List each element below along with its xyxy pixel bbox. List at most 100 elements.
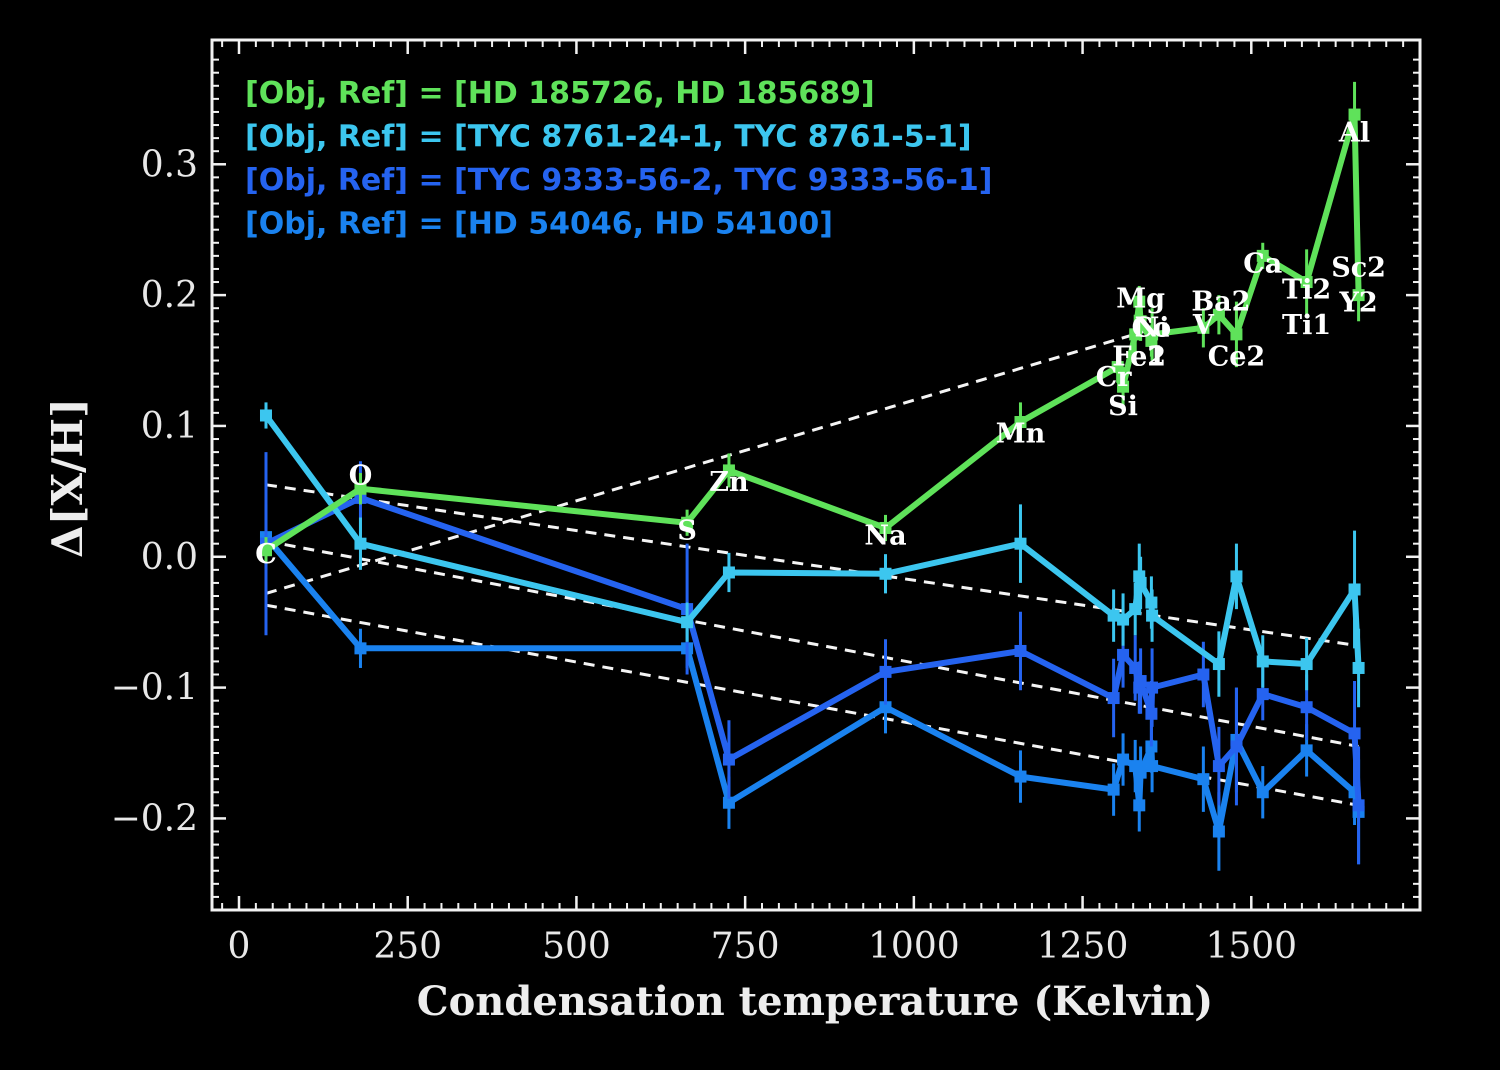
legend-entry: [Obj, Ref] = [TYC 8761-24-1, TYC 8761-5-… (245, 120, 972, 155)
data-point (1107, 609, 1120, 622)
element-label: Si (1108, 391, 1138, 422)
data-point (722, 796, 735, 809)
data-point (1352, 289, 1365, 302)
data-point (1300, 744, 1313, 757)
element-label: Ba2 (1191, 286, 1250, 317)
data-point (259, 544, 272, 557)
data-point (1197, 668, 1210, 681)
data-point (722, 566, 735, 579)
element-label: Ca (1243, 248, 1282, 279)
data-series (259, 81, 1365, 871)
trend-line (265, 603, 1359, 807)
data-point (1300, 658, 1313, 671)
data-point (1146, 609, 1159, 622)
trend-line (265, 539, 1359, 748)
data-point (879, 701, 892, 714)
data-point (1300, 276, 1313, 289)
data-point (879, 567, 892, 580)
data-point (1230, 328, 1243, 341)
data-point (1014, 644, 1027, 657)
data-point (1256, 249, 1269, 262)
series-1 (259, 81, 1365, 564)
element-label: Co (1132, 313, 1172, 344)
legend-entry: [Obj, Ref] = [HD 185726, HD 185689] (245, 76, 875, 111)
data-point (1133, 799, 1146, 812)
data-point (1256, 688, 1269, 701)
data-point (1230, 740, 1243, 753)
data-point (1146, 760, 1159, 773)
data-point (1300, 701, 1313, 714)
x-tick-label: 1250 (1037, 926, 1129, 967)
data-point (1134, 766, 1147, 779)
trend-line (265, 483, 1359, 648)
data-point (879, 665, 892, 678)
legend: [Obj, Ref] = [HD 185726, HD 185689] [Obj,… (245, 76, 993, 242)
y-axis-title: Δ[X/H] (43, 398, 92, 558)
data-point (1117, 380, 1130, 393)
x-axis-title: Condensation temperature (Kelvin) (417, 978, 1213, 1025)
data-point (1212, 308, 1225, 321)
tick-labels: 0 250 500 750 1000 1250 1500 −0.2 −0.1 0.0 0.1 0.2 0… (111, 144, 1298, 967)
data-point (1212, 658, 1225, 671)
y-tick-label: −0.1 (111, 668, 198, 709)
x-tick-label: 1000 (868, 926, 960, 967)
data-point (1129, 328, 1142, 341)
data-point (354, 642, 367, 655)
element-label: Ce2 (1208, 341, 1265, 372)
element-label: Cr (1096, 362, 1132, 393)
legend-entry: [Obj, Ref] = [HD 54046, HD 54100] (245, 207, 833, 242)
data-point (1134, 315, 1147, 328)
x-tick-label: 1500 (1205, 926, 1297, 967)
data-point (1014, 537, 1027, 550)
element-label: Y2 (1339, 288, 1378, 319)
y-tick-label: 0.0 (141, 537, 198, 578)
data-point (354, 482, 367, 495)
x-tick-label: 250 (373, 926, 442, 967)
y-tick-label: 0.2 (141, 275, 198, 316)
legend-entry: [Obj, Ref] = [TYC 9333-56-2, TYC 9333-56… (245, 163, 993, 198)
data-point (1146, 328, 1159, 341)
data-point (1107, 783, 1120, 796)
x-tick-label: 500 (542, 926, 611, 967)
data-point (1348, 727, 1361, 740)
data-point (1107, 692, 1120, 705)
element-label: Al (1338, 118, 1370, 149)
data-point (1134, 576, 1147, 589)
data-point (1146, 681, 1159, 694)
element-label: Mn (996, 418, 1046, 449)
data-point (1230, 570, 1243, 583)
data-point (1256, 655, 1269, 668)
element-label: Fe2 (1112, 341, 1166, 372)
data-point (1197, 321, 1210, 334)
data-point (1111, 361, 1124, 374)
data-point (1352, 661, 1365, 674)
x-tick-label: 750 (711, 926, 780, 967)
data-point (1348, 108, 1361, 121)
element-label: Sc2 (1331, 252, 1386, 283)
element-label: Mg (1116, 284, 1165, 315)
data-point (681, 516, 694, 529)
data-point (259, 409, 272, 422)
data-point (1197, 773, 1210, 786)
data-point (722, 464, 735, 477)
data-point (1134, 675, 1147, 688)
data-point (1117, 613, 1130, 626)
data-point (1352, 799, 1365, 812)
y-tick-label: 0.1 (141, 406, 198, 447)
data-point (879, 521, 892, 534)
trend-lines (265, 330, 1359, 807)
element-label: Ni (1135, 313, 1170, 344)
element-label: Ti2 (1282, 275, 1331, 306)
element-label: Ti1 (1282, 310, 1331, 341)
y-tick-label: −0.2 (111, 798, 198, 839)
element-label: Na (864, 521, 906, 552)
trend-line (265, 330, 1144, 595)
data-point (722, 753, 735, 766)
x-tick-label: 0 (228, 926, 251, 967)
data-point (1014, 770, 1027, 783)
data-point (1117, 648, 1130, 661)
series-2 (259, 402, 1365, 708)
